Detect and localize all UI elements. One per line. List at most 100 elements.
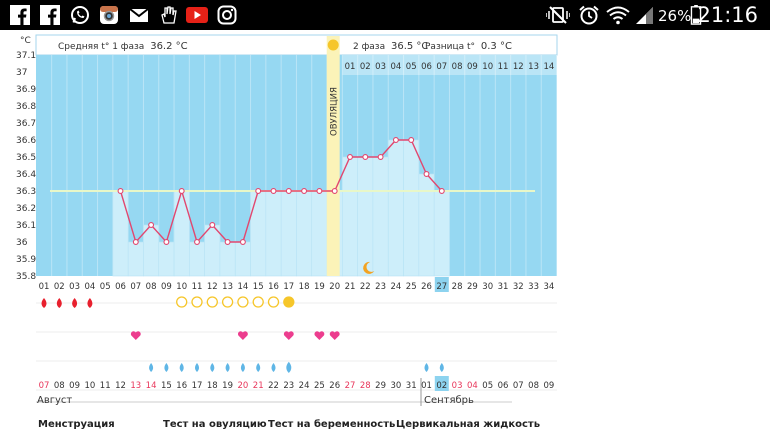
cycle-day-label[interactable]: 15: [253, 282, 264, 292]
phase2-day-label[interactable]: 09: [467, 62, 478, 72]
temperature-point[interactable]: [194, 239, 200, 245]
calendar-date-label[interactable]: 23: [283, 381, 294, 391]
temperature-point[interactable]: [362, 154, 369, 160]
cycle-day-label[interactable]: 13: [222, 282, 233, 292]
blood-drop-icon[interactable]: [87, 298, 93, 308]
fluid-drop-icon[interactable]: [439, 363, 444, 372]
calendar-date-label[interactable]: 02: [436, 381, 447, 391]
temperature-point[interactable]: [316, 188, 323, 194]
cycle-day-label[interactable]: 14: [237, 282, 248, 292]
cycle-day-label[interactable]: 12: [207, 282, 218, 292]
fluid-drop-icon[interactable]: [256, 363, 261, 372]
temperature-point[interactable]: [178, 188, 185, 194]
calendar-date-label[interactable]: 10: [84, 381, 95, 391]
phase2-day-label[interactable]: 12: [513, 62, 524, 72]
calendar-date-label[interactable]: 03: [452, 381, 463, 391]
temperature-point[interactable]: [132, 239, 139, 245]
legend-cervical-fluid[interactable]: Цервикальная жидкость: [396, 419, 541, 430]
temperature-point[interactable]: [347, 154, 353, 160]
ovulation-test-icon[interactable]: [191, 296, 203, 308]
cycle-day-label[interactable]: 25: [406, 282, 417, 292]
ovulation-test-icon[interactable]: [237, 296, 249, 308]
calendar-date-label[interactable]: 27: [345, 381, 356, 391]
ovulation-test-icon[interactable]: [206, 296, 218, 308]
heart-icon[interactable]: [329, 331, 340, 340]
calendar-date-label[interactable]: 30: [390, 381, 401, 391]
calendar-date-label[interactable]: 25: [314, 381, 325, 391]
heart-icon[interactable]: [314, 331, 325, 340]
calendar-date-label[interactable]: 24: [299, 381, 310, 391]
phase2-day-label[interactable]: 14: [543, 62, 554, 72]
calendar-date-label[interactable]: 21: [253, 381, 264, 391]
calendar-date-label[interactable]: 13: [130, 381, 141, 391]
cycle-day-label[interactable]: 29: [467, 282, 478, 292]
phase2-day-label[interactable]: 11: [498, 62, 509, 72]
calendar-date-label[interactable]: 18: [207, 381, 218, 391]
calendar-date-label[interactable]: 07: [39, 381, 50, 391]
fluid-drop-icon[interactable]: [164, 363, 169, 372]
heart-icon[interactable]: [283, 331, 294, 340]
temperature-point[interactable]: [117, 188, 124, 194]
legend-pregnancy-test[interactable]: Тест на беременность: [268, 419, 396, 430]
fluid-drop-icon[interactable]: [149, 363, 154, 372]
cycle-day-label[interactable]: 05: [100, 282, 111, 292]
temperature-point[interactable]: [224, 239, 231, 245]
calendar-date-label[interactable]: 31: [406, 381, 417, 391]
temperature-point[interactable]: [423, 171, 430, 177]
fluid-drop-icon[interactable]: [286, 361, 292, 373]
cycle-day-label[interactable]: 28: [452, 282, 463, 292]
phase2-day-label[interactable]: 03: [375, 62, 386, 72]
legend-ovulation-test[interactable]: Тест на овуляцию: [163, 419, 267, 430]
calendar-date-label[interactable]: 17: [192, 381, 203, 391]
cycle-day-label[interactable]: 18: [299, 282, 310, 292]
temperature-point[interactable]: [301, 188, 308, 194]
phase2-day-label[interactable]: 07: [436, 62, 447, 72]
fluid-drop-icon[interactable]: [225, 363, 230, 372]
cycle-day-label[interactable]: 22: [360, 282, 371, 292]
cycle-day-label[interactable]: 33: [528, 282, 539, 292]
cycle-day-label[interactable]: 03: [69, 282, 80, 292]
calendar-date-label[interactable]: 09: [543, 381, 554, 391]
cycle-day-label[interactable]: 19: [314, 282, 325, 292]
blood-drop-icon[interactable]: [72, 298, 78, 308]
temperature-point[interactable]: [285, 188, 292, 194]
calendar-date-label[interactable]: 14: [146, 381, 157, 391]
calendar-date-label[interactable]: 28: [360, 381, 371, 391]
fluid-drop-icon[interactable]: [240, 363, 245, 372]
heart-icon[interactable]: [130, 331, 141, 340]
calendar-date-label[interactable]: 29: [375, 381, 386, 391]
cycle-day-label[interactable]: 17: [283, 282, 294, 292]
calendar-date-label[interactable]: 19: [222, 381, 233, 391]
calendar-date-label[interactable]: 11: [100, 381, 111, 391]
temperature-point[interactable]: [163, 239, 170, 245]
temperature-point[interactable]: [408, 137, 415, 143]
cycle-day-label[interactable]: 31: [498, 282, 509, 292]
fluid-drop-icon[interactable]: [210, 363, 215, 372]
phase2-day-label[interactable]: 10: [482, 62, 493, 72]
cycle-day-label[interactable]: 20: [329, 282, 340, 292]
calendar-date-label[interactable]: 04: [467, 381, 478, 391]
fluid-drop-icon[interactable]: [271, 363, 276, 372]
temperature-point[interactable]: [148, 222, 155, 228]
cycle-day-label[interactable]: 27: [436, 282, 447, 292]
temperature-point[interactable]: [270, 188, 277, 194]
ovulation-test-icon[interactable]: [252, 296, 264, 308]
calendar-date-label[interactable]: 09: [69, 381, 80, 391]
phase2-day-label[interactable]: 04: [390, 62, 401, 72]
temperature-point[interactable]: [438, 188, 445, 194]
cycle-day-label[interactable]: 21: [345, 282, 356, 292]
calendar-date-label[interactable]: 20: [237, 381, 248, 391]
blood-drop-icon[interactable]: [41, 298, 47, 308]
legend-menstruation[interactable]: Менструация: [38, 419, 115, 430]
cycle-day-label[interactable]: 23: [375, 282, 386, 292]
calendar-date-label[interactable]: 07: [513, 381, 524, 391]
phase2-day-label[interactable]: 01: [345, 62, 356, 72]
cycle-day-label[interactable]: 06: [115, 282, 126, 292]
calendar-date-label[interactable]: 08: [528, 381, 539, 391]
calendar-date-label[interactable]: 05: [482, 381, 493, 391]
heart-icon[interactable]: [237, 331, 248, 340]
cycle-day-label[interactable]: 34: [543, 282, 554, 292]
calendar-date-label[interactable]: 08: [54, 381, 65, 391]
fluid-drop-icon[interactable]: [179, 363, 184, 372]
phase2-day-label[interactable]: 02: [360, 62, 371, 72]
